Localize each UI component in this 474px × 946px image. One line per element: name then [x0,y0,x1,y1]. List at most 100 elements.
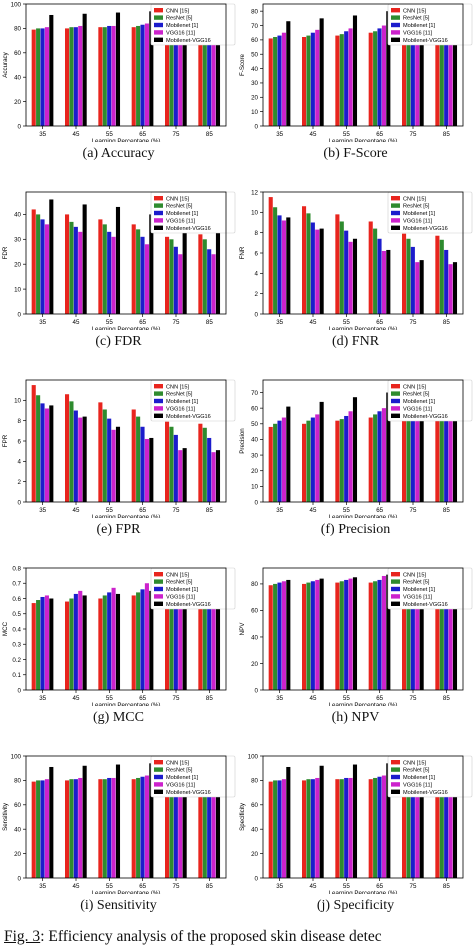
bar-cnn-15 [165,593,170,690]
bar-mobilenet-1 [140,24,145,127]
bar-vgg16-11 [448,788,453,878]
caption-npv: (h) NPV [331,710,380,725]
chart-accuracy: 0 20 40 60 80 100 Accuracy 35 45 55 65 75 85 Learning… [2,1,236,142]
legend-swatch [391,586,400,592]
y-tick-label: 4 [18,459,22,466]
bar-vgg16-11 [211,788,216,878]
bar-resnet-5 [136,416,141,502]
y-tick-label: 2 [255,291,259,298]
bar-resnet-5 [373,228,378,314]
legend-swatch [154,30,163,35]
chart-panel-fnr: 0 2 4 6 8 10 12 FNR 35 45 55 65 75 85 Learning Percent… [237,188,474,330]
bar-vgg16-11 [44,408,49,502]
bar-cnn-15 [65,214,70,314]
y-axis-label: FNR [239,246,246,259]
bar-resnet-5 [306,582,311,690]
bar-cnn-15 [435,597,440,690]
y-tick-label: 60 [14,50,21,57]
bar-cnn-15 [402,233,407,314]
x-tick-label: 35 [276,883,283,890]
bar-mobilenet-vgg16 [386,574,391,690]
legend: CNN [15] ResNet [5]Mobilenet [1] VGG16 [11… [150,379,236,422]
bar-resnet-5 [136,25,141,126]
y-tick-label: 80 [251,581,258,588]
x-tick-label: 75 [410,695,417,702]
bar-mobilenet-vgg16 [49,598,54,690]
bar-mobilenet-vgg16 [419,260,424,314]
bar-mobilenet-1 [73,779,78,878]
y-axis-label: Specificity [239,802,246,831]
bar-vgg16-11 [315,579,320,690]
x-tick-label: 55 [106,695,113,702]
bar-resnet-5 [373,777,378,878]
y-tick-label: 80 [251,778,258,785]
bar-mobilenet-1 [140,426,145,502]
bar-mobilenet-1 [140,776,145,878]
bar-vgg16-11 [44,779,49,878]
bar-resnet-5 [136,592,141,690]
bar-mobilenet-1 [410,790,415,878]
bar-mobilenet-vgg16 [182,10,187,127]
bar-mobilenet-1 [310,32,315,126]
bar-cnn-15 [368,779,373,878]
bar-cnn-15 [98,219,103,314]
bar-mobilenet-vgg16 [352,15,358,126]
legend-swatch [391,767,400,772]
bar-resnet-5 [306,213,311,314]
bar-resnet-5 [102,779,107,878]
y-axis-label: Accuracy [2,51,9,77]
y-tick-label: 0.1 [12,672,21,679]
legend-label: Mobilenet-VGG16 [166,414,211,420]
bar-mobilenet-1 [410,594,415,690]
x-tick-label: 85 [443,131,450,138]
legend-label: VGG16 [11] [403,407,433,413]
y-tick-label: 60 [251,802,258,809]
legend-swatch [391,210,400,216]
bar-group [31,8,221,127]
bar-cnn-15 [31,29,36,126]
y-tick-label: 0.3 [12,642,21,649]
bar-resnet-5 [169,590,174,690]
x-tick-label: 85 [443,319,450,326]
bar-resnet-5 [69,401,74,502]
bar-cnn-15 [98,27,103,126]
bar-mobilenet-1 [207,586,212,690]
legend-swatch [154,8,163,13]
y-tick-label: 100 [11,753,22,760]
bar-cnn-15 [198,423,203,502]
legend-swatch [154,586,163,592]
bar-resnet-5 [169,791,174,878]
bar-resnet-5 [202,589,207,690]
y-tick-label: 20 [14,851,21,858]
bar-mobilenet-1 [444,790,449,878]
bar-vgg16-11 [211,452,216,502]
y-tick-label: 0.8 [12,565,21,572]
legend-swatch [391,384,400,389]
x-axis-label: Learning Percentage (%) [329,326,398,330]
legend-label: Mobilenet-VGG16 [166,38,211,44]
bar-mobilenet-vgg16 [215,8,221,127]
bar-vgg16-11 [211,254,216,314]
bar-mobilenet-1 [40,780,45,878]
x-tick-label: 45 [73,883,80,890]
x-tick-label: 65 [376,883,383,890]
chart-npv: 0 20 40 60 80 NPV 35 45 55 65 75 85 Learning Percent… [239,567,473,706]
bar-resnet-5 [406,409,411,502]
bar-resnet-5 [202,239,207,314]
y-tick-label: 10 [14,286,21,293]
bar-mobilenet-1 [107,592,112,690]
legend-label: Mobilenet-VGG16 [403,414,448,420]
legend-label: ResNet [5] [166,580,193,586]
bar-vgg16-11 [315,29,320,126]
bar-mobilenet-1 [444,405,449,502]
legend-swatch [154,391,163,396]
bar-resnet-5 [439,239,444,314]
bar-mobilenet-vgg16 [115,593,121,690]
legend-swatch [391,774,400,780]
legend-label: VGG16 [11] [403,783,433,789]
bar-resnet-5 [339,779,344,878]
chart-panel-specificity: 0 20 40 60 80 100 Specificity 35 45 55 65 75 85 Learn… [237,752,474,894]
x-tick-label: 65 [139,319,146,326]
bar-mobilenet-1 [344,777,349,878]
bar-vgg16-11 [348,28,353,126]
